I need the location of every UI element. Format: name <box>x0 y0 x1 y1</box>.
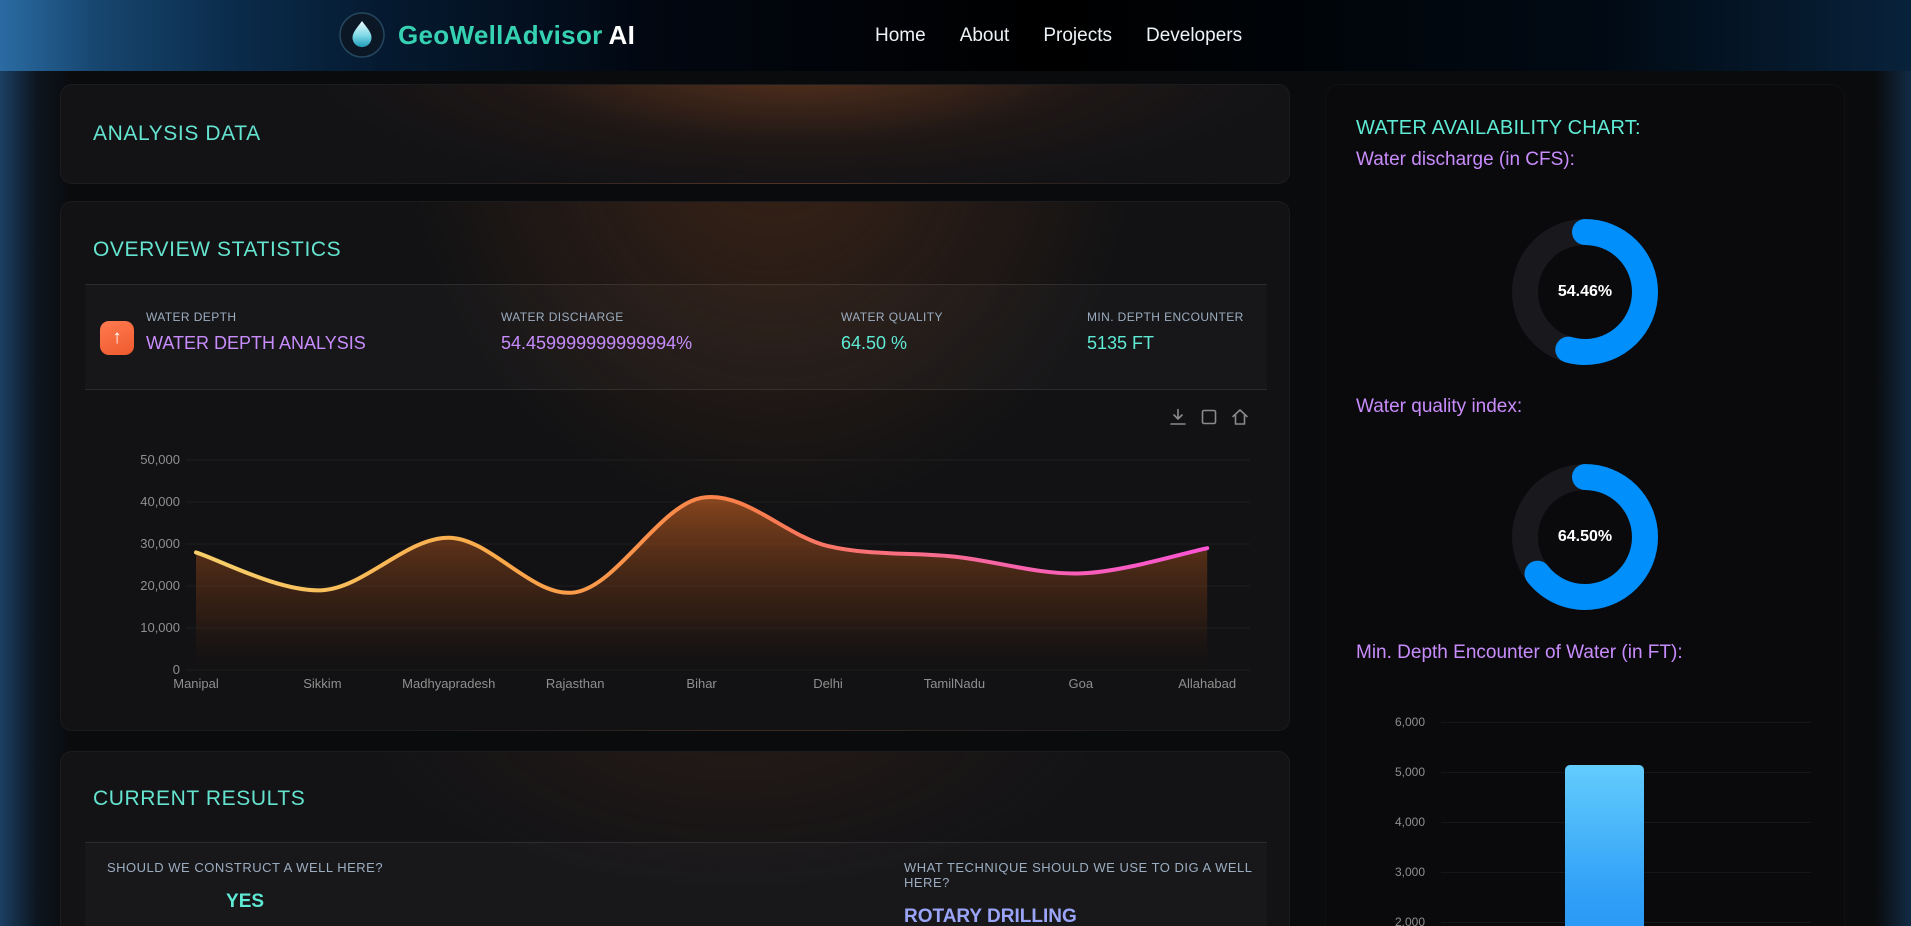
analysis-data-card: ANALYSIS DATA <box>60 84 1290 184</box>
result-construct-well: SHOULD WE CONSTRUCT A WELL HERE? YES <box>107 860 383 913</box>
nav-link-projects[interactable]: Projects <box>1043 24 1112 46</box>
svg-text:20,000: 20,000 <box>140 578 180 593</box>
download-icon[interactable] <box>1167 406 1189 428</box>
current-results-card: CURRENT RESULTS SHOULD WE CONSTRUCT A WE… <box>60 751 1290 926</box>
donut-value: 54.46% <box>1557 283 1613 300</box>
svg-text:40,000: 40,000 <box>140 494 180 509</box>
water-quality-label: Water quality index: <box>1356 396 1523 417</box>
nav-links: Home About Projects Developers <box>875 0 1242 71</box>
svg-text:Allahabad: Allahabad <box>1178 676 1236 691</box>
stat-water-discharge: WATER DISCHARGE 54.459999999999994% <box>501 310 692 354</box>
home-icon[interactable] <box>1229 406 1251 428</box>
answer-dig-technique: ROTARY DRILLING <box>904 906 1077 926</box>
svg-text:0: 0 <box>173 662 180 677</box>
analysis-data-title: ANALYSIS DATA <box>93 122 261 145</box>
svg-text:10,000: 10,000 <box>140 620 180 635</box>
overview-statistics-title: OVERVIEW STATISTICS <box>93 238 342 261</box>
brand-logo[interactable]: GeoWellAdvisor AI <box>338 11 635 59</box>
answer-construct-well: YES <box>226 891 265 912</box>
stat-water-quality: WATER QUALITY 64.50 % <box>841 310 943 354</box>
stats-strip: ↑ WATER DEPTH WATER DEPTH ANALYSIS WATER… <box>85 284 1267 390</box>
stat-label-water-discharge: WATER DISCHARGE <box>501 310 624 324</box>
result-dig-technique: WHAT TECHNIQUE SHOULD WE USE TO DIG A WE… <box>904 860 1267 926</box>
stat-label-water-depth: WATER DEPTH <box>146 310 237 324</box>
svg-text:Delhi: Delhi <box>813 676 843 691</box>
arrow-up-glyph: ↑ <box>112 327 122 348</box>
stat-value-water-discharge: 54.459999999999994% <box>501 333 693 353</box>
arrow-up-icon: ↑ <box>100 321 134 355</box>
svg-text:Rajasthan: Rajasthan <box>546 676 605 691</box>
svg-text:50,000: 50,000 <box>140 452 180 467</box>
depth-bar <box>1565 765 1644 926</box>
question-dig-technique: WHAT TECHNIQUE SHOULD WE USE TO DIG A WE… <box>904 860 1252 890</box>
overview-statistics-card: OVERVIEW STATISTICS ↑ WATER DEPTH WATER … <box>60 201 1290 731</box>
navbar: GeoWellAdvisor AI Home About Projects Dev… <box>0 0 1911 71</box>
water-availability-title: WATER AVAILABILITY CHART: <box>1356 117 1641 139</box>
brand-text: GeoWellAdvisor AI <box>398 20 635 51</box>
stat-value-water-quality: 64.50 % <box>841 333 908 353</box>
svg-text:TamilNadu: TamilNadu <box>924 676 985 691</box>
chart-toolbar <box>1167 406 1251 428</box>
stat-label-water-quality: WATER QUALITY <box>841 310 943 324</box>
water-availability-panel: WATER AVAILABILITY CHART: Water discharg… <box>1325 84 1845 926</box>
donut-value: 64.50% <box>1557 528 1613 545</box>
brand-suffix: AI <box>608 19 636 50</box>
water-discharge-donut: 54.46% <box>1505 212 1665 372</box>
current-results-title: CURRENT RESULTS <box>93 787 306 810</box>
svg-text:Manipal: Manipal <box>173 676 219 691</box>
svg-text:Sikkim: Sikkim <box>303 676 341 691</box>
question-construct-well: SHOULD WE CONSTRUCT A WELL HERE? <box>107 860 384 875</box>
nav-link-about[interactable]: About <box>959 24 1010 46</box>
nav-link-developers[interactable]: Developers <box>1145 24 1243 46</box>
stat-water-depth: WATER DEPTH WATER DEPTH ANALYSIS <box>146 310 366 354</box>
stat-min-depth: MIN. DEPTH ENCOUNTER 5135 FT <box>1087 310 1244 354</box>
svg-text:Madhyapradesh: Madhyapradesh <box>402 676 495 691</box>
nav-link-home[interactable]: Home <box>875 24 926 46</box>
droplet-logo-icon <box>338 11 386 59</box>
stat-label-min-depth: MIN. DEPTH ENCOUNTER <box>1087 310 1244 324</box>
brand-name: GeoWellAdvisor <box>398 19 603 50</box>
water-discharge-label: Water discharge (in CFS): <box>1356 149 1575 170</box>
min-depth-bar-chart: 6,000 5,000 4,000 3,000 2,000 <box>1356 705 1816 926</box>
stat-value-water-depth: WATER DEPTH ANALYSIS <box>146 333 366 353</box>
min-depth-label: Min. Depth Encounter of Water (in FT): <box>1356 642 1683 663</box>
water-quality-donut: 64.50% <box>1505 457 1665 617</box>
svg-text:30,000: 30,000 <box>140 536 180 551</box>
svg-text:Goa: Goa <box>1069 676 1094 691</box>
water-depth-area-chart: 0 10,000 20,000 30,000 40,000 50,000 Manipal S… <box>140 452 1250 691</box>
svg-text:Bihar: Bihar <box>686 676 717 691</box>
results-strip: SHOULD WE CONSTRUCT A WELL HERE? YES WHA… <box>85 842 1267 926</box>
selection-icon[interactable] <box>1198 406 1220 428</box>
stat-value-min-depth: 5135 FT <box>1087 333 1155 353</box>
right-edge-glow <box>1871 0 1911 926</box>
